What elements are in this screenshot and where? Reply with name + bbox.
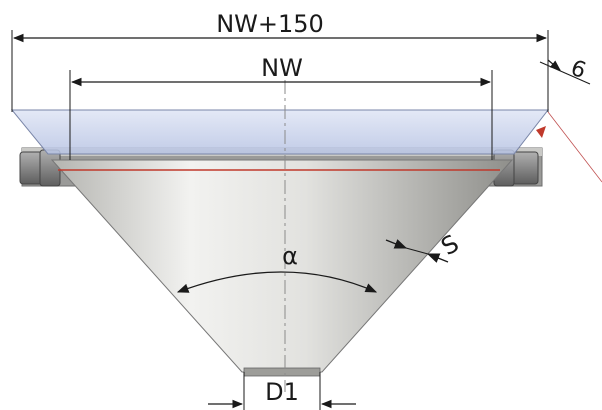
cone-body [50, 159, 514, 373]
dimension-nominal-width [69, 70, 493, 160]
dimension-overall-width [11, 30, 549, 112]
thickness-label: 6 [567, 56, 589, 84]
outlet-ring [243, 367, 321, 377]
glass-cover [10, 109, 550, 155]
angle-arc [176, 271, 378, 293]
wall-thickness-label: S [436, 229, 463, 261]
dimension-wall-thickness [385, 239, 449, 263]
angle-label: α [282, 242, 298, 270]
dimension-thickness [539, 59, 602, 183]
bolt-left-group [19, 149, 61, 187]
nominal-width-label: NW [261, 54, 303, 82]
overall-width-label: NW+150 [216, 10, 324, 38]
seal-marker [536, 126, 546, 138]
dimension-outlet [208, 372, 356, 410]
outlet-diameter-label: D1 [265, 378, 299, 406]
